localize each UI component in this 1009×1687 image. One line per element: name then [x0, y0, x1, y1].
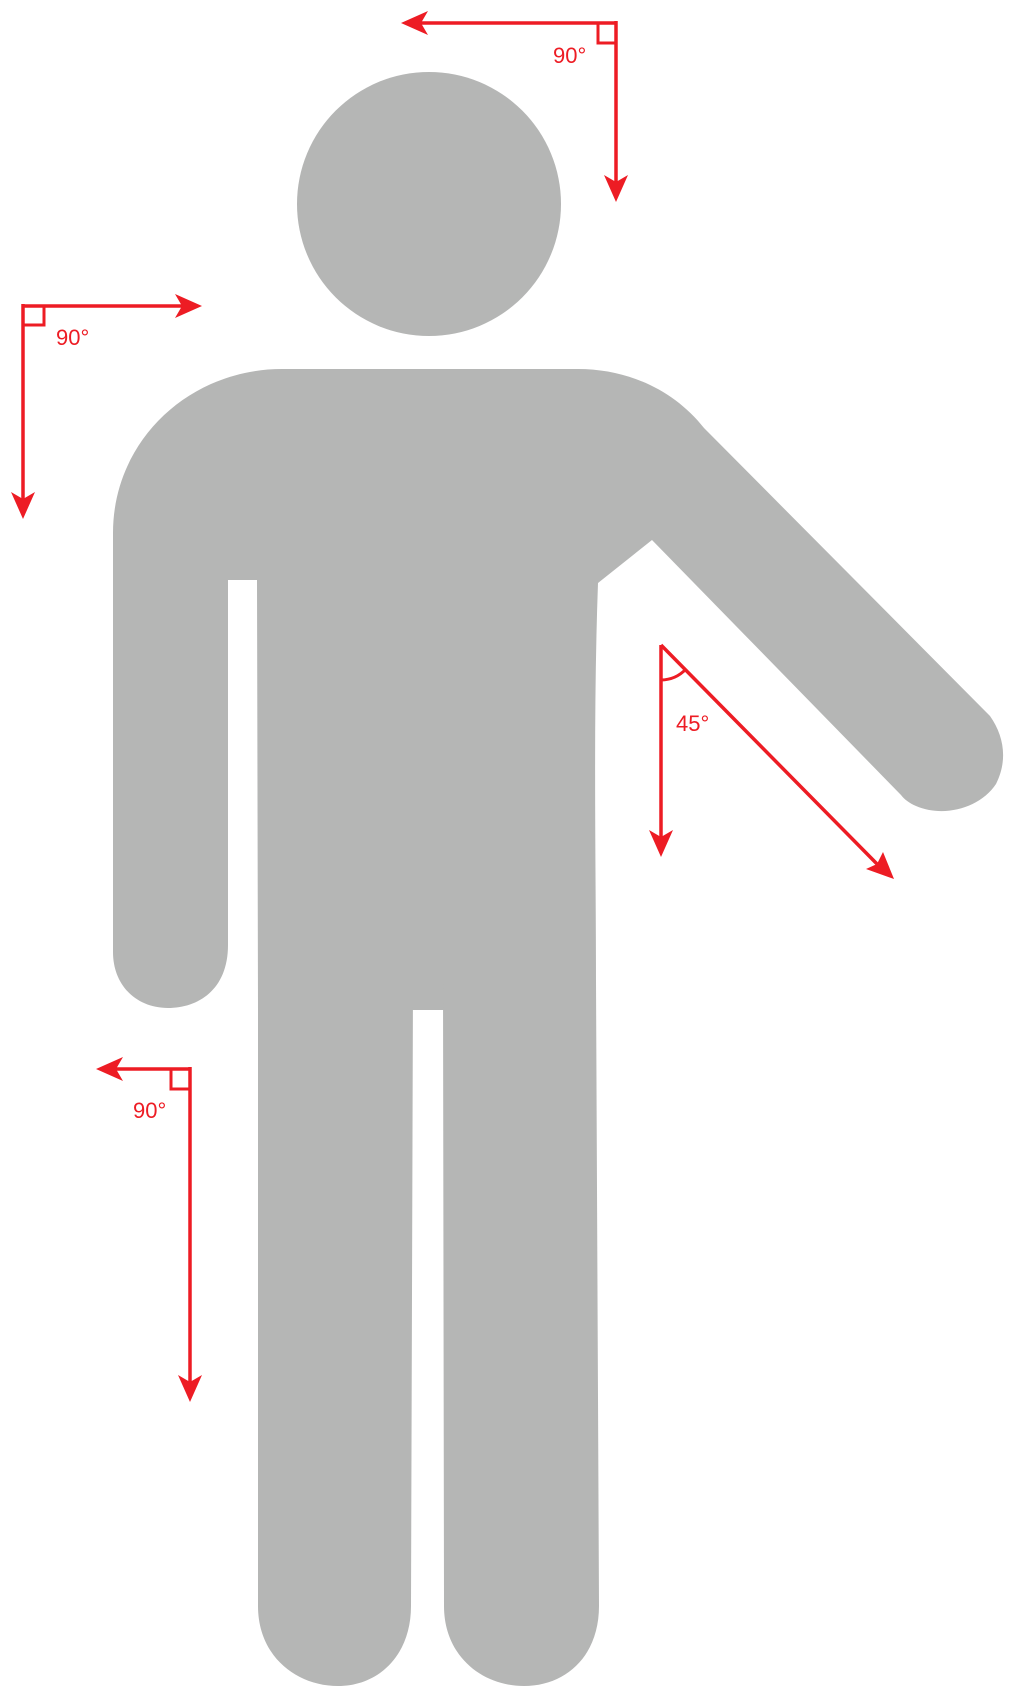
- figure-left-leg: [258, 980, 413, 1686]
- head-angle-label: 90°: [553, 43, 586, 68]
- figure-torso-and-arms: [113, 369, 1004, 1010]
- head-angle-annotation: 90°: [401, 11, 628, 202]
- hand-angle-label: 90°: [133, 1098, 166, 1123]
- figure-right-leg: [443, 980, 599, 1686]
- arm-angle-label: 45°: [676, 711, 709, 736]
- arm-angle-annotation: 45°: [649, 643, 894, 879]
- hand-left-arrowhead: [96, 1057, 123, 1081]
- arm-angle-arc: [660, 667, 688, 682]
- hand-down-arrowhead: [178, 1375, 202, 1402]
- shoulder-right-angle-marker: [23, 306, 46, 327]
- hand-angle-annotation: 90°: [96, 1057, 202, 1402]
- head-right-angle-marker: [596, 23, 616, 45]
- human-figure: [113, 72, 1004, 1686]
- shoulder-angle-annotation: 90°: [11, 294, 202, 519]
- arm-diagonal-arrowhead: [866, 852, 894, 879]
- shoulder-right-arrowhead: [175, 294, 202, 318]
- shoulder-down-arrowhead: [11, 492, 35, 519]
- arm-down-arrowhead: [649, 830, 673, 857]
- hand-right-angle-marker: [169, 1069, 190, 1091]
- head-down-arrowhead: [604, 175, 628, 202]
- figure-head: [297, 72, 561, 336]
- shoulder-angle-label: 90°: [56, 325, 89, 350]
- arm-diagonal-arrow-line: [659, 643, 882, 869]
- head-left-arrowhead: [401, 11, 428, 35]
